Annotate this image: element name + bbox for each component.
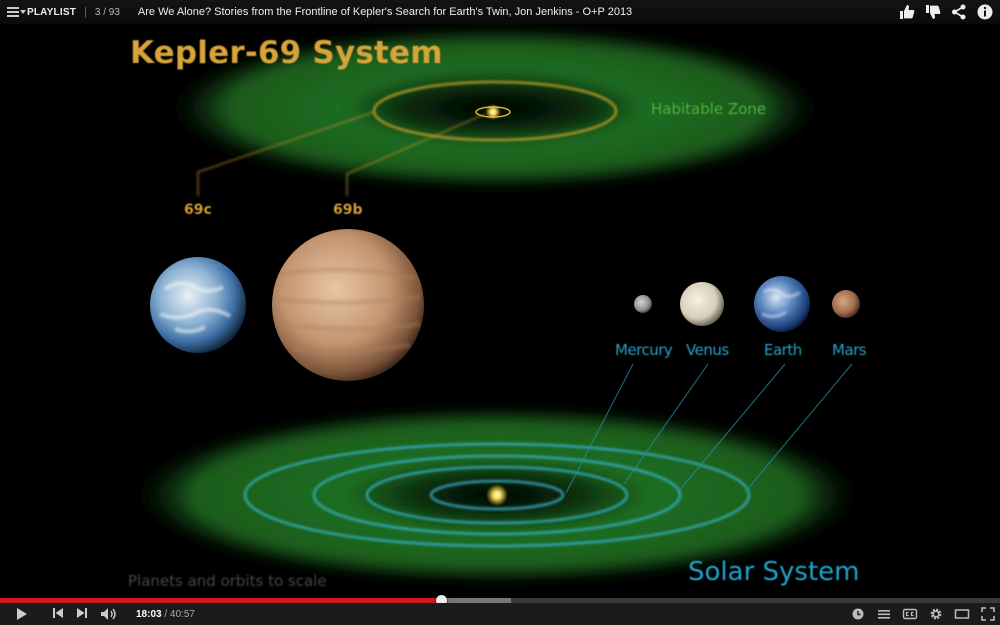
orbit-mercury xyxy=(430,480,564,510)
playlist-icon[interactable] xyxy=(876,606,892,622)
play-icon[interactable] xyxy=(0,603,40,625)
progress-bar[interactable] xyxy=(0,595,1000,606)
habitable-zone-label: Habitable Zone xyxy=(651,100,767,118)
planet-earth xyxy=(754,276,810,332)
planet-mars xyxy=(832,290,860,318)
video-actions xyxy=(898,3,994,21)
next-icon[interactable] xyxy=(72,603,96,625)
total-time: 40:57 xyxy=(169,608,195,620)
sun xyxy=(486,484,508,506)
video-frame[interactable]: Kepler-69 System Habitable Zone 69c 69b … xyxy=(0,24,1000,598)
captions-icon[interactable] xyxy=(902,606,918,622)
time-separator: / xyxy=(161,608,170,620)
divider: | xyxy=(84,6,87,18)
planet-mercury xyxy=(634,295,652,313)
orbit-mars xyxy=(244,443,750,547)
label-69c: 69c xyxy=(184,202,212,218)
scrubber-handle[interactable] xyxy=(435,595,447,606)
orbit-69c xyxy=(373,81,617,141)
time-display: 18:03 / 40:57 xyxy=(136,609,195,620)
thumbs-up-icon[interactable] xyxy=(898,3,916,21)
planet-venus xyxy=(680,282,724,326)
player-controls: 18:03 / 40:57 xyxy=(0,603,1000,625)
kepler-69-star xyxy=(485,104,501,120)
share-icon[interactable] xyxy=(950,3,968,21)
video-title[interactable]: Are We Alone? Stories from the Frontline… xyxy=(137,6,633,18)
fullscreen-icon[interactable] xyxy=(980,606,996,622)
current-time: 18:03 xyxy=(136,608,162,620)
label-venus: Venus xyxy=(686,341,729,359)
info-icon[interactable] xyxy=(976,3,994,21)
kepler-69-diagram xyxy=(125,25,869,585)
orbit-venus xyxy=(366,466,628,524)
volume-icon[interactable] xyxy=(96,603,122,625)
thumbs-down-icon[interactable] xyxy=(924,3,942,21)
scale-note: Planets and orbits to scale xyxy=(128,572,327,590)
playlist-menu-icon[interactable] xyxy=(7,7,26,17)
theater-mode-icon[interactable] xyxy=(954,606,970,622)
orbit-earth xyxy=(313,455,681,535)
settings-icon[interactable] xyxy=(928,606,944,622)
right-controls xyxy=(850,603,996,625)
playlist-position: 3 / 93 xyxy=(94,6,120,18)
diagram-title: Kepler-69 System xyxy=(130,35,443,71)
planet-69c xyxy=(150,257,246,353)
label-69b: 69b xyxy=(333,202,363,218)
label-mars: Mars xyxy=(832,341,867,359)
label-earth: Earth xyxy=(764,341,802,359)
played-bar xyxy=(0,598,441,603)
watch-later-icon[interactable] xyxy=(850,606,866,622)
solar-system-label: Solar System xyxy=(688,557,860,587)
label-mercury: Mercury xyxy=(615,341,673,359)
playlist-button[interactable]: PLAYLIST xyxy=(27,6,77,18)
previous-icon[interactable] xyxy=(46,603,72,625)
video-info-bar: PLAYLIST | 3 / 93 Are We Alone? Stories … xyxy=(0,0,1000,24)
